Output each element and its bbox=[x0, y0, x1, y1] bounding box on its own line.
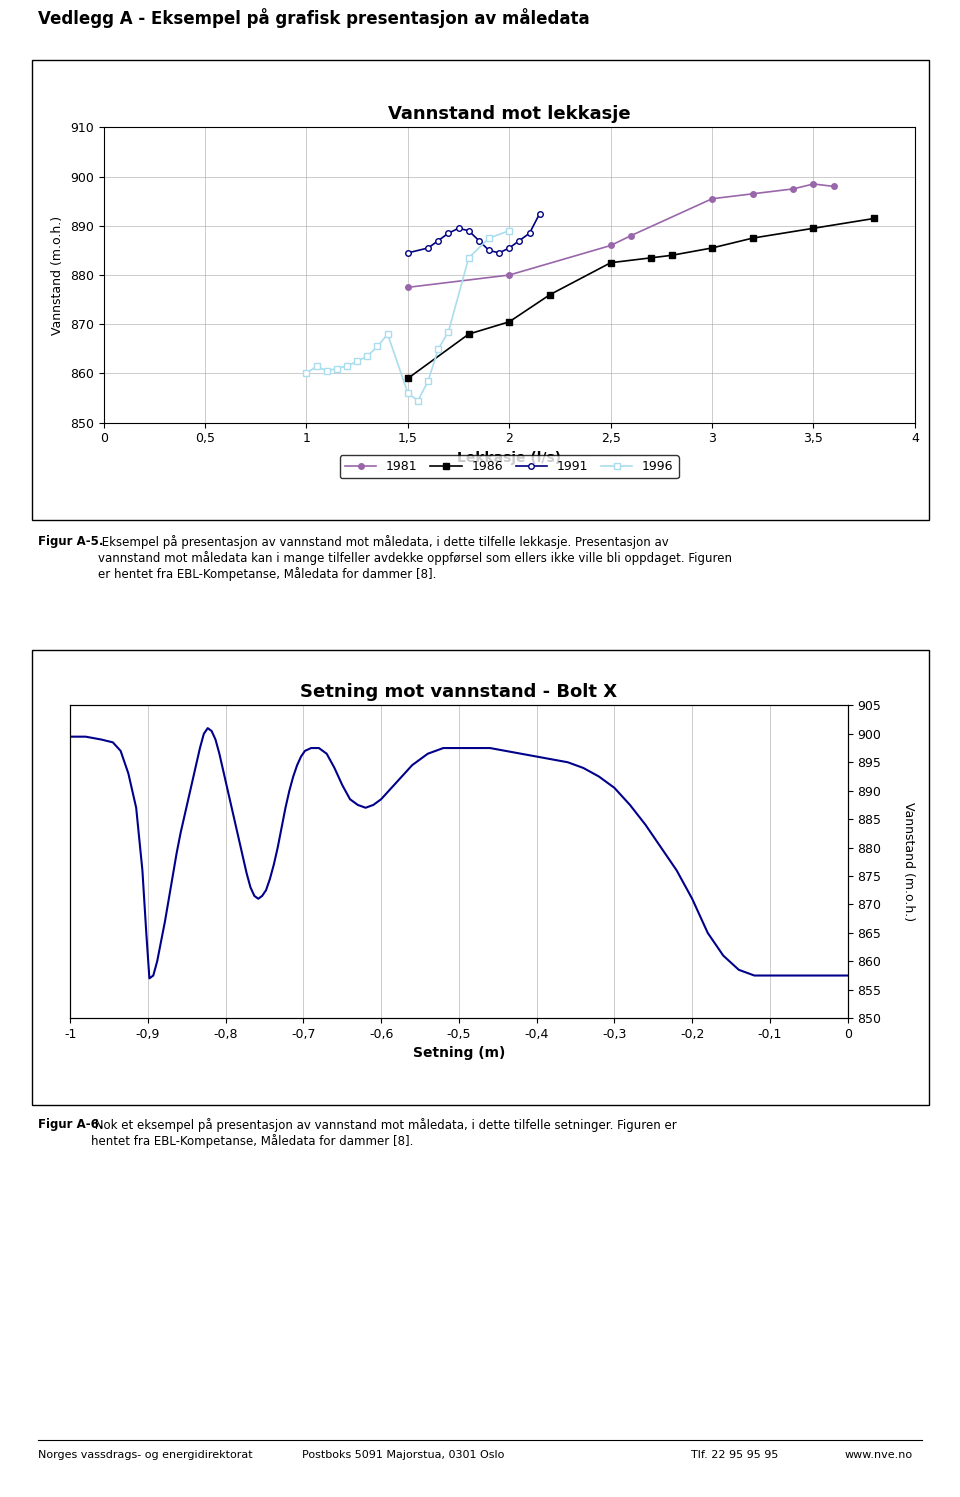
Title: Vannstand mot lekkasje: Vannstand mot lekkasje bbox=[388, 105, 631, 123]
Title: Setning mot vannstand - Bolt X: Setning mot vannstand - Bolt X bbox=[300, 683, 617, 701]
X-axis label: Setning (m): Setning (m) bbox=[413, 1046, 505, 1060]
Legend: 1981, 1986, 1991, 1996: 1981, 1986, 1991, 1996 bbox=[340, 455, 679, 479]
Text: www.nve.no: www.nve.no bbox=[845, 1451, 913, 1460]
Text: Norges vassdrags- og energidirektorat: Norges vassdrags- og energidirektorat bbox=[38, 1451, 253, 1460]
X-axis label: Lekkasje (l/s): Lekkasje (l/s) bbox=[457, 451, 562, 466]
Y-axis label: Vannstand (m.o.h.): Vannstand (m.o.h.) bbox=[902, 802, 915, 921]
Text: Nok et eksempel på presentasjon av vannstand mot måledata, i dette tilfelle setn: Nok et eksempel på presentasjon av vanns… bbox=[91, 1118, 677, 1148]
Text: Figur A-6.: Figur A-6. bbox=[38, 1118, 104, 1132]
Text: Postboks 5091 Majorstua, 0301 Oslo: Postboks 5091 Majorstua, 0301 Oslo bbox=[302, 1451, 504, 1460]
Text: Eksempel på presentasjon av vannstand mot måledata, i dette tilfelle lekkasje. P: Eksempel på presentasjon av vannstand mo… bbox=[98, 534, 732, 581]
Text: Figur A-5.: Figur A-5. bbox=[38, 534, 104, 548]
Y-axis label: Vannstand (m.o.h.): Vannstand (m.o.h.) bbox=[52, 216, 64, 335]
Text: Vedlegg A - Eksempel på grafisk presentasjon av måledata: Vedlegg A - Eksempel på grafisk presenta… bbox=[38, 7, 590, 28]
Text: Tlf. 22 95 95 95: Tlf. 22 95 95 95 bbox=[691, 1451, 779, 1460]
